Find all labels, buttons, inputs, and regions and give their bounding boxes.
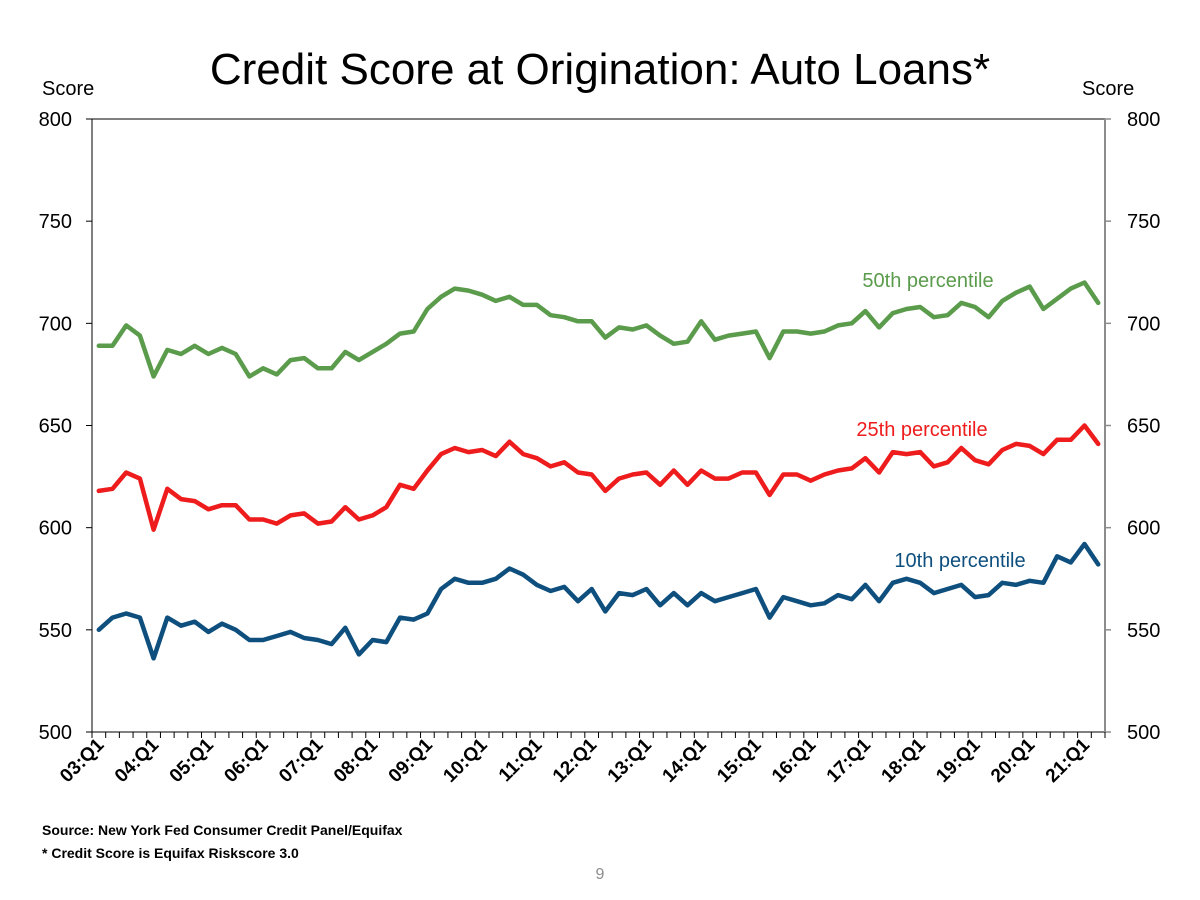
- left-y-tick-label: 550: [39, 620, 72, 642]
- left-y-tick-label: 650: [39, 416, 72, 438]
- x-tick-label: 13:Q1: [604, 734, 656, 786]
- right-y-tick-label: 750: [1127, 211, 1160, 233]
- x-tick-label: 08:Q1: [330, 734, 382, 786]
- x-tick-label: 21:Q1: [1042, 734, 1094, 786]
- x-tick-label: 18:Q1: [878, 734, 930, 786]
- left-y-tick-label: 500: [39, 722, 72, 744]
- x-tick-label: 06:Q1: [220, 734, 272, 786]
- left-axis-unit-label: Score: [42, 78, 95, 100]
- x-tick-label: 14:Q1: [659, 734, 711, 786]
- x-tick-label: 04:Q1: [111, 734, 163, 786]
- x-tick-label: 16:Q1: [768, 734, 820, 786]
- footnote: * Credit Score is Equifax Riskscore 3.0: [42, 845, 299, 861]
- page-number: 9: [595, 866, 605, 883]
- series-label-10th: 10th percentile: [894, 550, 1025, 572]
- left-y-tick-label: 700: [39, 313, 72, 335]
- source-note: Source: New York Fed Consumer Credit Pan…: [42, 822, 403, 838]
- x-tick-label: 12:Q1: [549, 734, 601, 786]
- x-tick-label: 05:Q1: [166, 734, 218, 786]
- x-tick-label: 15:Q1: [713, 734, 765, 786]
- right-y-tick-label: 550: [1127, 620, 1160, 642]
- right-y-tick-label: 650: [1127, 416, 1160, 438]
- x-tick-label: 09:Q1: [385, 734, 437, 786]
- right-y-tick-label: 500: [1127, 722, 1160, 744]
- series-line-50th: [96, 280, 1101, 379]
- left-y-tick-label: 750: [39, 211, 72, 233]
- x-tick-label: 20:Q1: [987, 734, 1039, 786]
- right-y-tick-label: 800: [1127, 109, 1160, 131]
- right-axis-unit-label: Score: [1082, 78, 1135, 100]
- x-tick-label: 19:Q1: [932, 734, 984, 786]
- x-tick-label: 07:Q1: [275, 734, 327, 786]
- right-y-tick-label: 700: [1127, 313, 1160, 335]
- chart-title: Credit Score at Origination: Auto Loans*: [209, 45, 991, 94]
- left-y-tick-label: 800: [39, 109, 72, 131]
- right-y-tick-label: 600: [1127, 518, 1160, 540]
- left-y-tick-label: 600: [39, 518, 72, 540]
- series-label-25th: 25th percentile: [856, 419, 987, 441]
- series-line-10th: [96, 541, 1101, 661]
- x-tick-label: 11:Q1: [495, 734, 547, 786]
- x-tick-label: 10:Q1: [439, 734, 491, 786]
- series-line-25th: [96, 423, 1101, 532]
- x-tick-label: 17:Q1: [823, 734, 875, 786]
- series-label-50th: 50th percentile: [862, 270, 993, 292]
